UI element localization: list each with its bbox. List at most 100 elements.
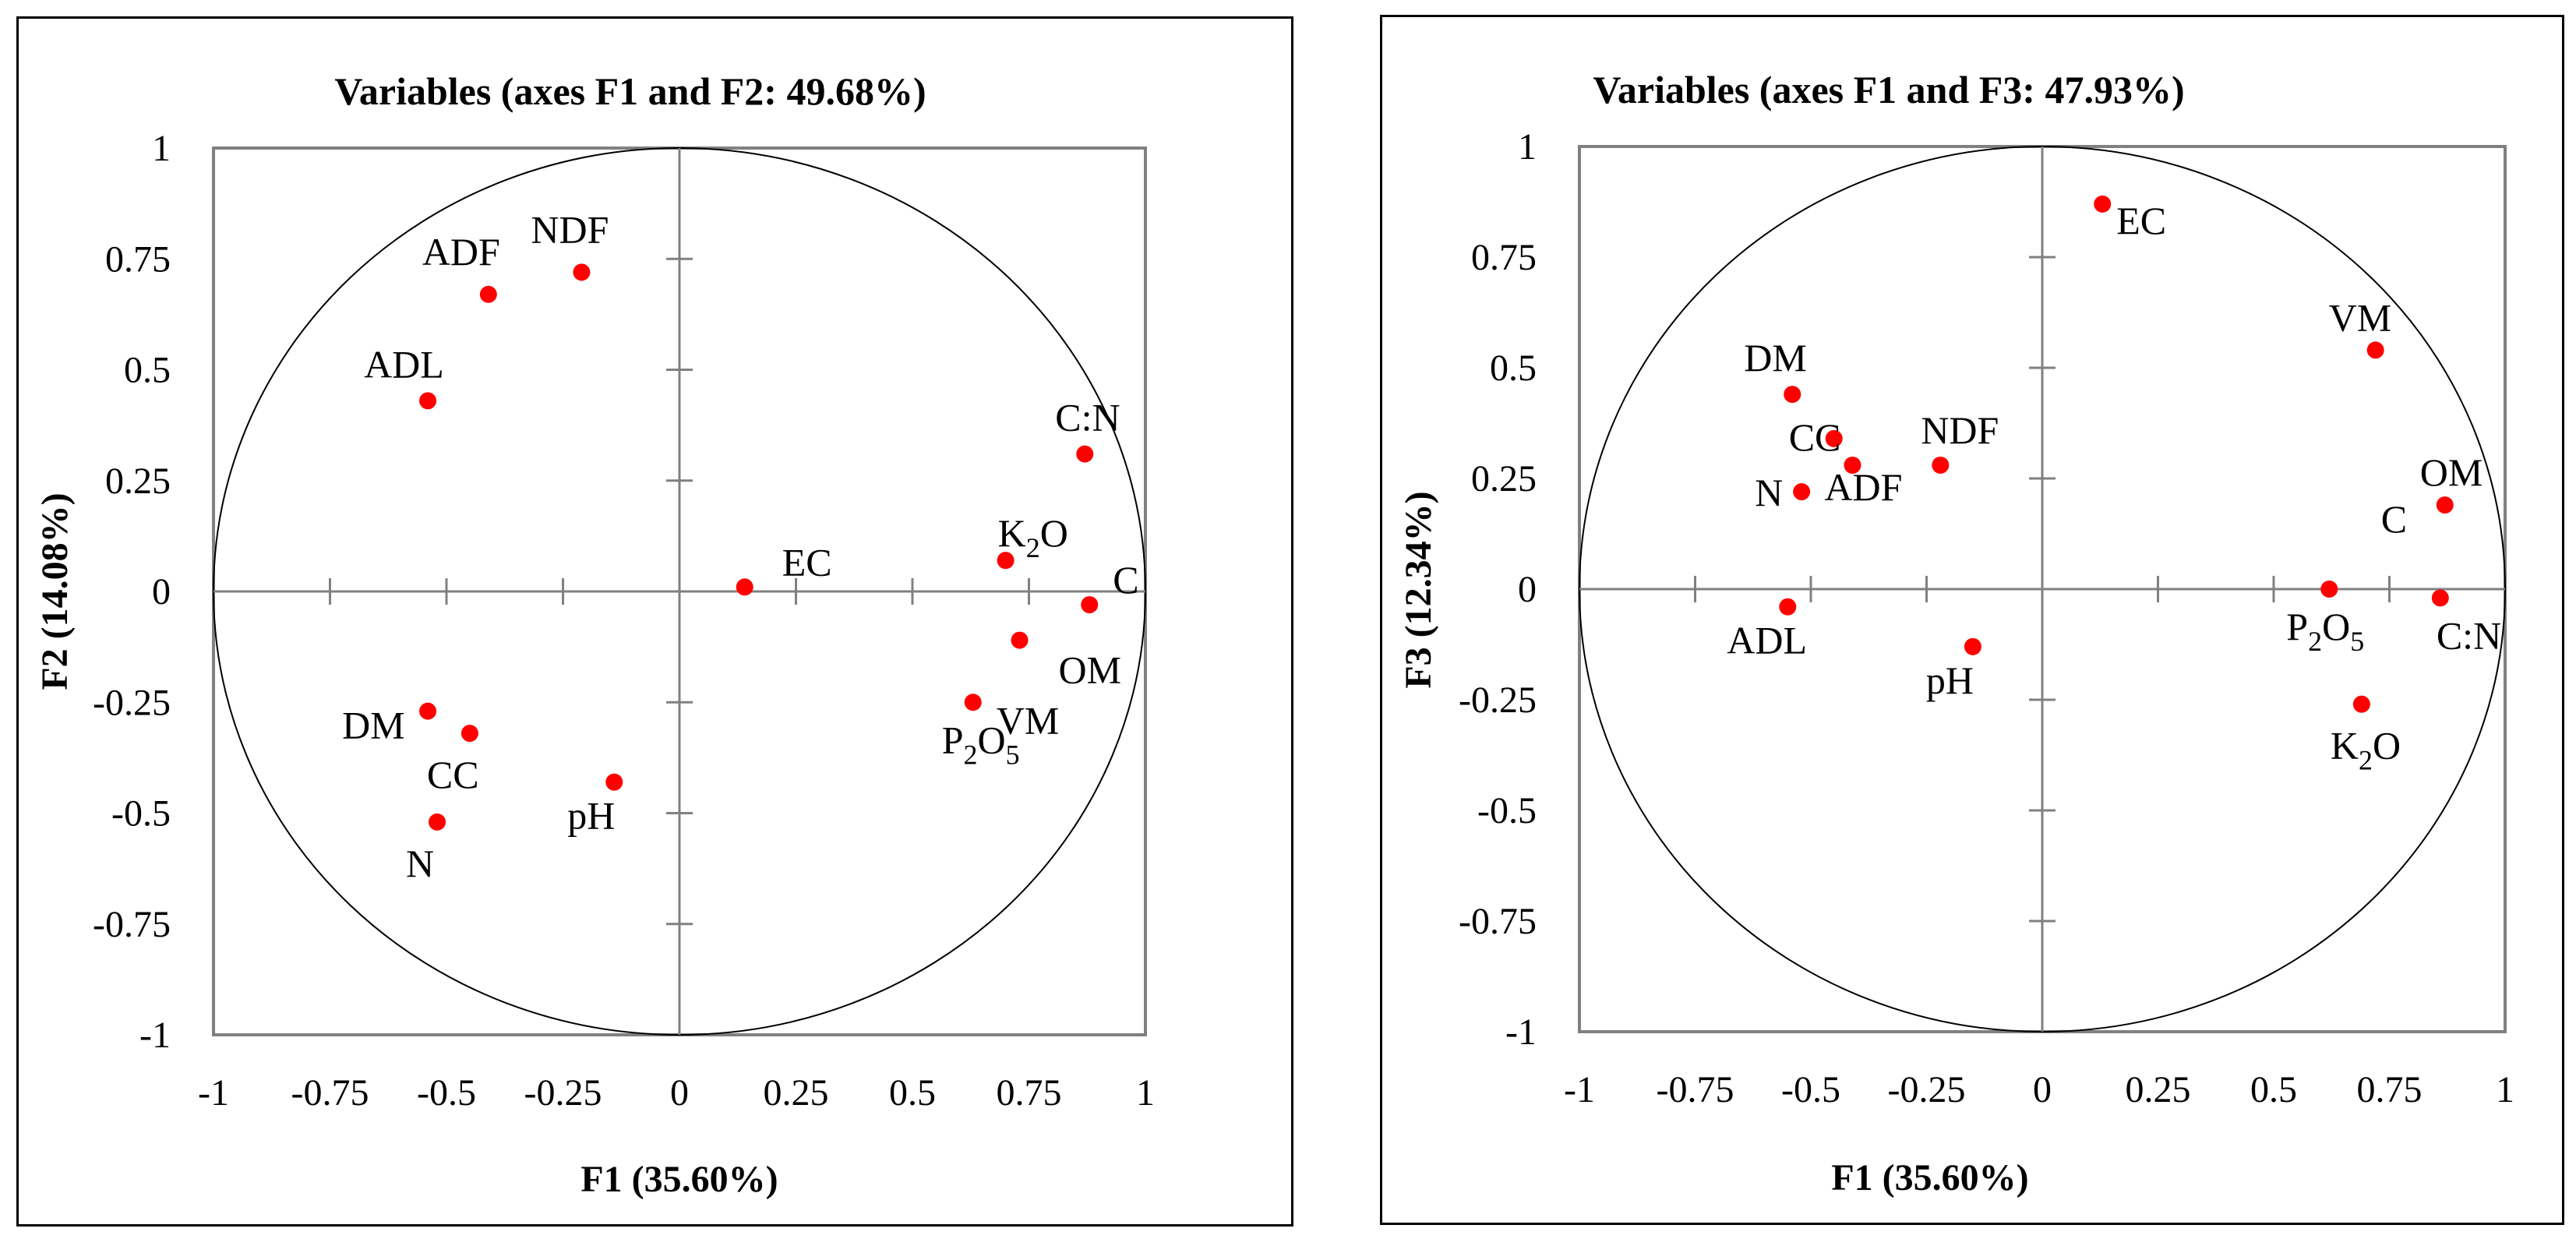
data-point-ec — [2094, 195, 2112, 213]
point-label-text: EC — [782, 540, 832, 584]
chart-title: Variables (axes F1 and F2: 49.68%) — [334, 69, 926, 113]
point-label-subscript: 2 — [2308, 626, 2322, 657]
point-label-subscript: 5 — [1006, 739, 1020, 770]
point-label-text: EC — [2116, 199, 2166, 242]
point-label-cn: C:N — [2437, 613, 2501, 657]
point-label-dm: DM — [342, 704, 405, 747]
point-label-text: ADF — [1824, 465, 1902, 509]
point-label-text: CC — [427, 753, 479, 796]
y-tick-label: 0 — [152, 571, 171, 612]
point-label-ndf: NDF — [531, 207, 609, 251]
y-tick-label: -0.25 — [93, 682, 171, 723]
point-label-k: K2O — [2331, 724, 2401, 776]
y-tick-label: 0.75 — [1471, 237, 1537, 278]
point-label-text: DM — [1744, 336, 1807, 379]
x-axis-title: F1 (35.60%) — [580, 1159, 778, 1200]
y-tick-label: -0.75 — [93, 904, 171, 945]
point-label-vm: VM — [2329, 295, 2392, 339]
point-label-subscript: 2 — [2359, 745, 2373, 776]
point-label-text: pH — [1926, 658, 1974, 702]
point-label-text: C — [2381, 497, 2407, 541]
y-tick-label: 0 — [1518, 569, 1537, 610]
point-label-ec: EC — [782, 540, 832, 584]
y-tick-label: 0.5 — [1490, 348, 1537, 389]
data-point-ph — [605, 773, 623, 791]
x-tick-label: 0.5 — [2250, 1069, 2297, 1110]
point-label-adl: ADL — [1727, 619, 1807, 662]
point-label-text: P — [942, 718, 964, 761]
data-point-vm — [2366, 341, 2384, 359]
data-point-om — [2436, 496, 2454, 514]
point-label-adf: ADF — [1824, 465, 1902, 509]
data-point-c — [1081, 596, 1099, 614]
point-label-om: OM — [1059, 648, 1122, 692]
point-label-text: pH — [567, 794, 615, 838]
point-label-cc: CC — [1789, 415, 1841, 459]
data-point-cc — [1825, 429, 1843, 447]
y-axis-title: F3 (12.34%) — [1398, 491, 1439, 688]
data-point-p — [2320, 581, 2338, 598]
data-point-adf — [479, 285, 497, 303]
point-label-text: C:N — [1055, 396, 1120, 439]
x-tick-label: -1 — [198, 1072, 229, 1114]
x-tick-label: -0.5 — [1781, 1069, 1840, 1110]
y-tick-label: -0.5 — [1477, 790, 1537, 831]
x-tick-label: 0 — [2033, 1069, 2052, 1110]
point-label-text: OM — [1059, 648, 1122, 692]
point-label-adl: ADL — [364, 342, 444, 386]
y-tick-label: -1 — [1505, 1011, 1537, 1053]
y-tick-label: 0.25 — [1471, 458, 1537, 499]
data-point-om — [1011, 631, 1029, 649]
data-point-ec — [736, 578, 753, 596]
data-point-vm — [964, 694, 982, 711]
point-label-tail: O — [2322, 605, 2350, 648]
point-label-ndf: NDF — [1921, 408, 1999, 452]
x-tick-label: 0.5 — [889, 1072, 936, 1114]
point-label-c: C — [1113, 558, 1138, 602]
chart-panel-f1-f2: Variables (axes F1 and F2: 49.68%) -1 -0.7… — [16, 16, 1293, 1227]
x-tick-label: 0.25 — [764, 1072, 829, 1114]
point-label-tail: O — [2373, 724, 2401, 768]
y-tick-label: -0.75 — [1459, 901, 1537, 942]
point-label-text: NDF — [1921, 408, 1999, 452]
point-label-n: N — [406, 842, 434, 885]
x-tick-label: 0 — [670, 1072, 689, 1114]
data-point-n — [429, 813, 446, 831]
point-label-n: N — [1755, 471, 1783, 514]
x-tick-label: -0.75 — [1657, 1069, 1734, 1110]
x-tick-label: -0.25 — [1888, 1069, 1966, 1110]
point-label-k: K2O — [998, 511, 1068, 563]
chart-panel-f1-f3: Variables (axes F1 and F3: 47.93%) -1 -0.7… — [1380, 15, 2564, 1225]
data-point-cn — [1076, 445, 1094, 463]
chart-f1-f2-svg: Variables (axes F1 and F2: 49.68%) -1 -0.7… — [34, 69, 1155, 1200]
point-label-tail: O — [1040, 511, 1068, 555]
chart-f1-f3-svg: Variables (axes F1 and F3: 47.93%) -1 -0.7… — [1398, 68, 2514, 1198]
x-axis-title: F1 (35.60%) — [1831, 1157, 2028, 1198]
y-tick-label: -0.25 — [1459, 679, 1537, 721]
data-point-ph — [1964, 637, 1981, 655]
data-point-k — [997, 552, 1015, 570]
chart-title: Variables (axes F1 and F3: 47.93%) — [1593, 68, 2184, 111]
point-label-text: VM — [997, 698, 1060, 742]
point-label-text: OM — [2420, 450, 2483, 494]
x-tick-label: 0.75 — [997, 1072, 1062, 1114]
point-label-om: OM — [2420, 450, 2483, 494]
point-label-cn: C:N — [1055, 396, 1120, 439]
point-label-subscript: 2 — [1026, 532, 1040, 563]
point-label-ec: EC — [2116, 199, 2166, 242]
point-label-text: ADF — [422, 230, 500, 274]
y-tick-label: 1 — [152, 128, 171, 169]
x-tick-label: -0.75 — [291, 1072, 369, 1114]
x-tick-label: 1 — [1136, 1072, 1155, 1114]
data-point-adf — [1844, 456, 1861, 474]
data-point-dm — [419, 702, 437, 720]
y-tick-label: -0.5 — [111, 793, 171, 835]
point-label-text: C:N — [2437, 613, 2501, 657]
data-point-dm — [1784, 386, 1801, 404]
point-label-ph: pH — [1926, 658, 1974, 702]
point-label-subscript: 2 — [964, 739, 978, 770]
point-label-text: CC — [1789, 415, 1841, 459]
data-point-adl — [1779, 598, 1797, 616]
point-label-tail: O — [978, 718, 1006, 761]
point-label-c: C — [2381, 497, 2407, 541]
